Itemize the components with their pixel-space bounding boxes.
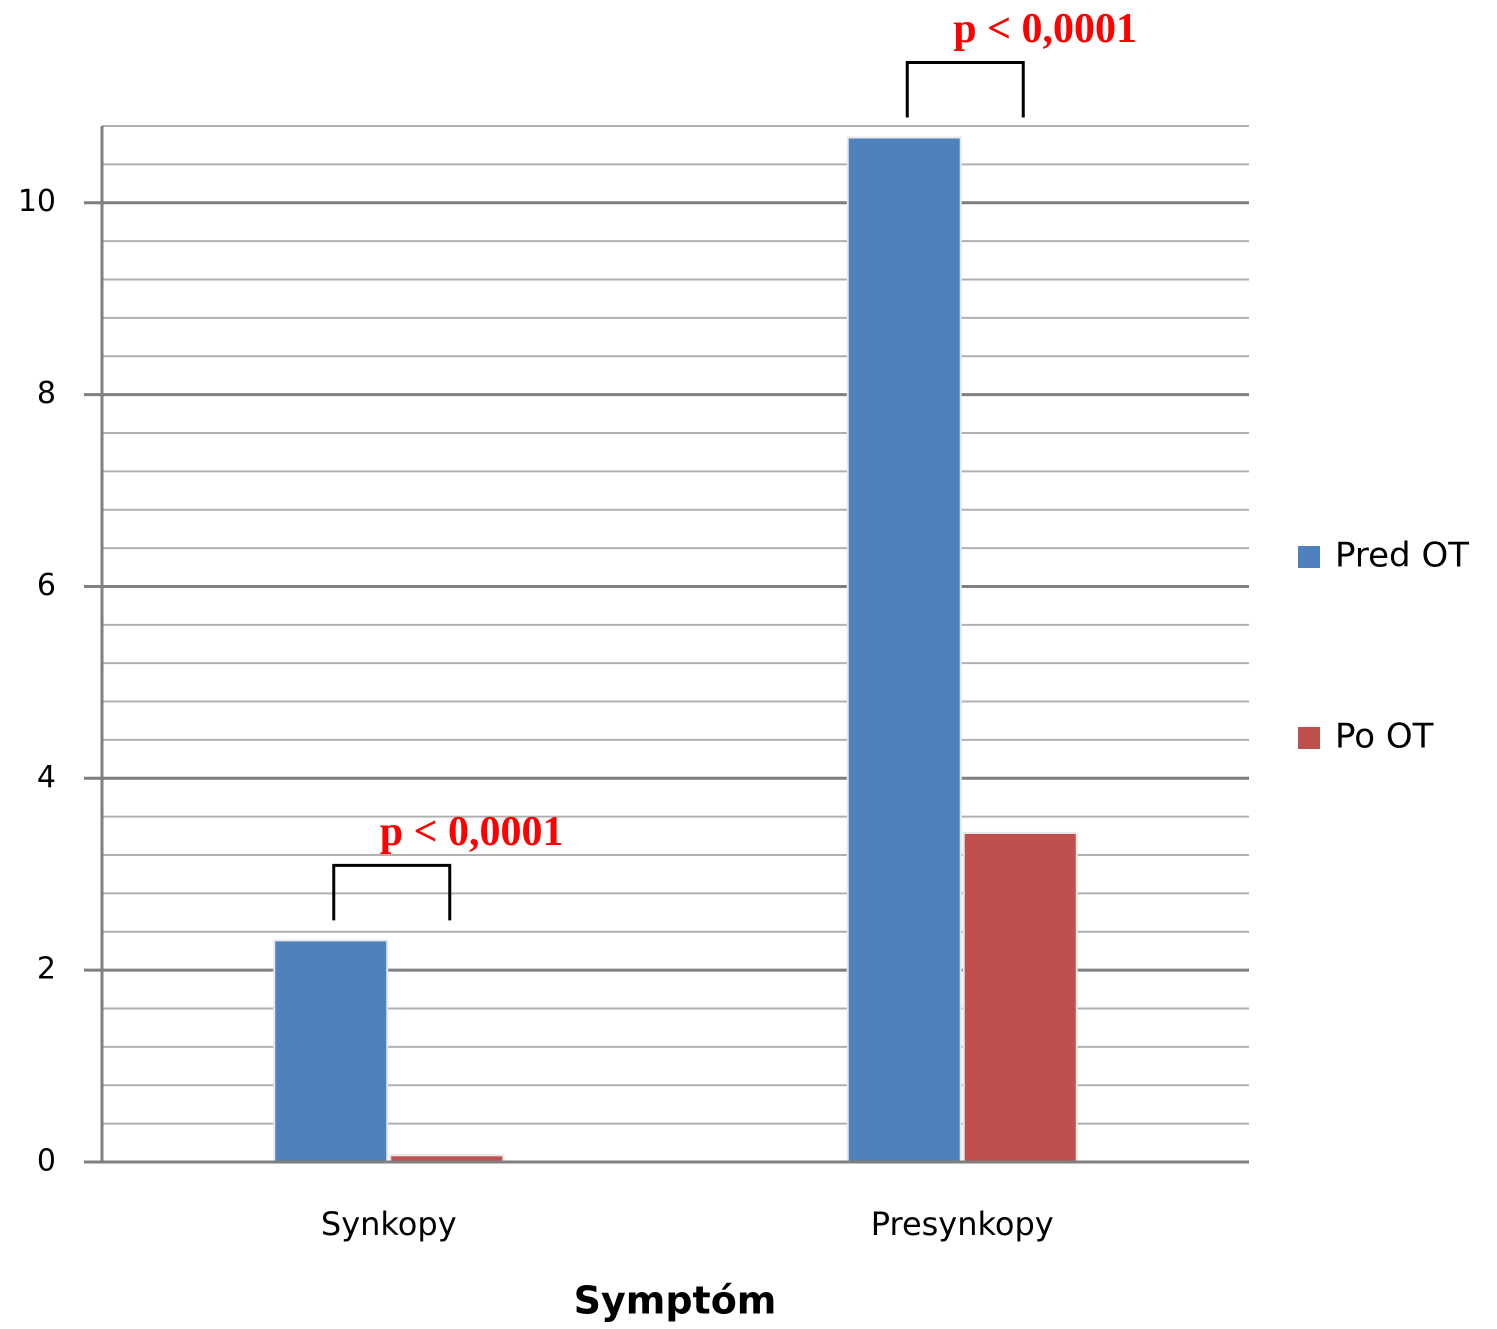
y-tick-label: 4 xyxy=(37,760,56,795)
significance-bracket xyxy=(905,61,1025,118)
y-tick-label: 2 xyxy=(37,952,56,987)
x-tick-label: Presynkopy xyxy=(871,1205,1054,1243)
legend-swatch xyxy=(1298,727,1320,749)
legend-swatch xyxy=(1298,546,1320,568)
bar xyxy=(846,136,962,1163)
bar xyxy=(273,939,389,1164)
annotation: p < 0,0001 xyxy=(953,6,1137,52)
y-tick-label: 6 xyxy=(37,568,56,603)
bar xyxy=(962,831,1078,1163)
annotation: p < 0,0001 xyxy=(380,809,564,855)
legend-label: Po OT xyxy=(1335,717,1434,757)
significance-bracket xyxy=(332,863,452,921)
y-tick-label: 8 xyxy=(37,376,56,411)
x-tick-label: Synkopy xyxy=(321,1205,457,1243)
y-tick-label: 10 xyxy=(18,184,56,219)
x-axis-title: Symptóm xyxy=(574,1279,777,1323)
legend-label: Pred OT xyxy=(1335,536,1469,576)
y-tick-label: 0 xyxy=(37,1144,56,1179)
